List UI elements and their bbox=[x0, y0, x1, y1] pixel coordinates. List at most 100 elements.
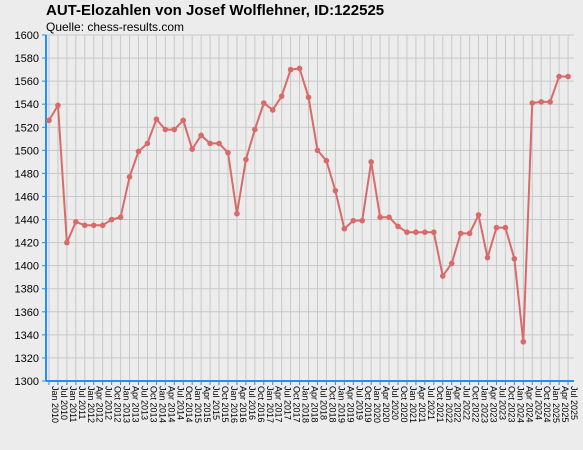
y-tick-label: 1580 bbox=[15, 53, 39, 65]
x-tick-label: Jul 2014 bbox=[175, 386, 185, 420]
x-tick-label: Oct 2024 bbox=[542, 386, 552, 423]
data-point bbox=[108, 216, 115, 223]
data-point bbox=[520, 338, 527, 345]
data-point bbox=[323, 157, 330, 164]
x-tick-label: Jan 2017 bbox=[265, 386, 275, 423]
data-point bbox=[260, 100, 267, 106]
plot-background bbox=[46, 35, 574, 381]
x-tick-label: Jan 2021 bbox=[408, 386, 418, 423]
data-point bbox=[395, 223, 401, 230]
data-point bbox=[296, 65, 303, 72]
x-tick-label: Apr 2013 bbox=[131, 386, 141, 423]
data-point bbox=[64, 239, 70, 246]
x-tick-label: Jan 2018 bbox=[301, 386, 311, 423]
data-point bbox=[81, 222, 88, 229]
x-tick-label: Jan 2019 bbox=[336, 386, 346, 423]
x-tick-label: Apr 2016 bbox=[238, 386, 248, 423]
data-point bbox=[252, 126, 258, 133]
data-point bbox=[466, 230, 473, 237]
data-point bbox=[234, 210, 240, 217]
y-tick-label: 1320 bbox=[15, 353, 39, 365]
x-tick-label: Oct 2012 bbox=[113, 386, 123, 423]
x-tick-label: Jul 2010 bbox=[59, 386, 69, 420]
x-tick-label: Jul 2018 bbox=[318, 386, 328, 420]
data-point bbox=[350, 217, 357, 224]
data-point bbox=[46, 117, 52, 124]
y-tick-label: 1440 bbox=[15, 215, 39, 227]
x-tick-label: Oct 2023 bbox=[506, 386, 516, 423]
x-tick-label: Apr 2015 bbox=[202, 386, 212, 423]
data-point bbox=[359, 217, 366, 224]
x-tick-label: Jul 2025 bbox=[569, 386, 579, 420]
x-tick-label: Apr 2014 bbox=[166, 386, 176, 423]
data-point bbox=[126, 174, 133, 180]
x-tick-label: Jul 2013 bbox=[139, 386, 149, 420]
data-point bbox=[556, 73, 562, 80]
y-tick-label: 1300 bbox=[15, 376, 39, 388]
data-point bbox=[243, 156, 249, 163]
x-tick-label: Jan 2022 bbox=[444, 386, 454, 423]
data-point bbox=[457, 230, 464, 237]
data-point bbox=[493, 224, 500, 231]
x-tick-label: Apr 2021 bbox=[417, 386, 427, 423]
x-tick-label: Jul 2020 bbox=[390, 386, 400, 420]
x-tick-label: Jul 2024 bbox=[533, 386, 543, 420]
data-point bbox=[314, 147, 321, 154]
x-tick-label: Apr 2020 bbox=[381, 386, 391, 423]
y-tick-label: 1500 bbox=[15, 145, 39, 157]
data-point bbox=[207, 140, 213, 147]
data-point bbox=[341, 225, 348, 232]
data-point bbox=[386, 214, 392, 221]
data-point bbox=[189, 146, 195, 152]
y-tick-label: 1400 bbox=[15, 261, 39, 273]
x-tick-label: Jul 2022 bbox=[462, 386, 472, 420]
y-tick-label: 1340 bbox=[15, 330, 39, 342]
x-tick-label: Apr 2023 bbox=[489, 386, 499, 423]
y-tick-label: 1540 bbox=[15, 99, 39, 111]
x-tick-label: Oct 2019 bbox=[363, 386, 373, 423]
x-tick-label: Apr 2017 bbox=[274, 386, 284, 423]
x-tick-label: Jan 2011 bbox=[68, 386, 78, 422]
data-point bbox=[153, 116, 160, 122]
y-tick-label: 1600 bbox=[15, 30, 39, 42]
data-point bbox=[225, 149, 231, 156]
data-point bbox=[422, 229, 428, 236]
data-point bbox=[90, 222, 97, 229]
x-tick-label: Apr 2012 bbox=[95, 386, 105, 423]
data-point bbox=[448, 260, 455, 267]
x-tick-label: Jan 2010 bbox=[50, 386, 60, 423]
x-tick-label: Jul 2015 bbox=[211, 386, 221, 420]
data-point bbox=[565, 73, 571, 80]
data-point bbox=[180, 117, 187, 124]
y-tick-label: 1460 bbox=[15, 191, 39, 203]
x-tick-label: Jan 2013 bbox=[122, 386, 132, 423]
data-point bbox=[502, 224, 509, 231]
data-point bbox=[162, 126, 169, 133]
data-point bbox=[278, 93, 285, 99]
data-point bbox=[55, 102, 61, 109]
x-tick-label: Oct 2018 bbox=[327, 386, 337, 423]
data-point bbox=[198, 132, 204, 139]
data-point bbox=[547, 99, 553, 105]
x-tick-label: Oct 2020 bbox=[399, 386, 409, 423]
data-point bbox=[538, 99, 545, 105]
x-tick-label: Jul 2023 bbox=[497, 386, 507, 420]
data-point bbox=[135, 148, 142, 155]
x-tick-label: Jan 2025 bbox=[551, 386, 561, 423]
x-tick-label: Jan 2024 bbox=[515, 386, 525, 423]
x-tick-label: Oct 2017 bbox=[292, 386, 302, 423]
y-tick-label: 1420 bbox=[15, 238, 39, 250]
y-tick-label: 1520 bbox=[15, 122, 39, 134]
data-point bbox=[377, 214, 383, 221]
chart-title: AUT-Elozahlen von Josef Wolflehner, ID:1… bbox=[46, 2, 385, 19]
x-tick-label: Oct 2022 bbox=[471, 386, 481, 423]
x-tick-label: Jul 2012 bbox=[104, 386, 114, 420]
x-tick-label: Jan 2014 bbox=[157, 386, 167, 423]
x-tick-label: Apr 2025 bbox=[560, 386, 570, 423]
x-tick-label: Apr 2019 bbox=[345, 386, 355, 423]
data-point bbox=[529, 100, 536, 106]
x-tick-label: Oct 2015 bbox=[220, 386, 230, 423]
x-tick-label: Jan 2016 bbox=[229, 386, 239, 423]
x-tick-label: Jul 2021 bbox=[426, 386, 436, 420]
